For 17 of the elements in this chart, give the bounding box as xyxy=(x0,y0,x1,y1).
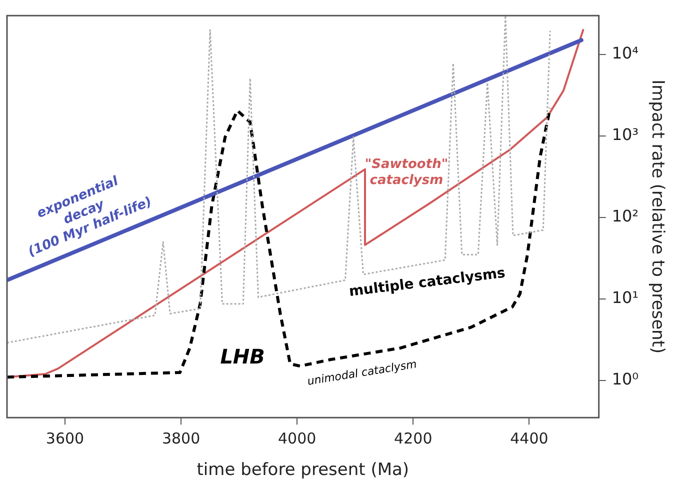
x-tick-label: 4200 xyxy=(394,429,432,448)
y-axis-title: Impact rate (relative to present) xyxy=(647,80,668,354)
line-series xyxy=(7,16,551,344)
x-axis-title: time before present (Ma) xyxy=(196,460,410,480)
annotation: "Sawtooth" cataclysm xyxy=(364,156,448,188)
annotation: multiple cataclysms xyxy=(348,265,506,300)
y-tick-label: 10⁰ xyxy=(612,370,639,389)
y-tick-label: 10² xyxy=(612,206,639,226)
x-tick-label: 3600 xyxy=(46,429,84,448)
y-tick-label: 10³ xyxy=(612,125,639,144)
annotation: unimodal cataclysm xyxy=(306,358,418,388)
y-tick-label: 10⁴ xyxy=(612,44,639,63)
annotation: LHB xyxy=(220,344,265,369)
y-tick-label: 10¹ xyxy=(612,288,639,308)
x-tick-label: 4000 xyxy=(278,429,316,448)
x-tick-label: 3800 xyxy=(162,429,200,448)
x-tick-label: 4400 xyxy=(510,429,548,448)
